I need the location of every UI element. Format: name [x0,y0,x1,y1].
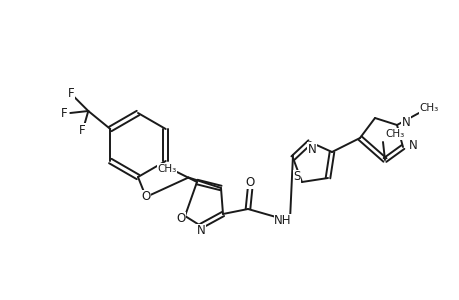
Text: NH: NH [274,214,291,227]
Text: O: O [141,190,150,203]
Text: N: N [307,142,316,155]
Text: O: O [245,176,254,188]
Text: F: F [79,124,85,136]
Text: O: O [176,212,185,226]
Text: CH₃: CH₃ [157,164,176,174]
Text: N: N [401,116,410,128]
Text: F: F [61,106,67,119]
Text: F: F [68,86,74,100]
Text: N: N [408,139,417,152]
Text: CH₃: CH₃ [419,103,438,113]
Text: N: N [196,224,205,238]
Text: S: S [293,170,300,184]
Text: CH₃: CH₃ [384,129,403,139]
